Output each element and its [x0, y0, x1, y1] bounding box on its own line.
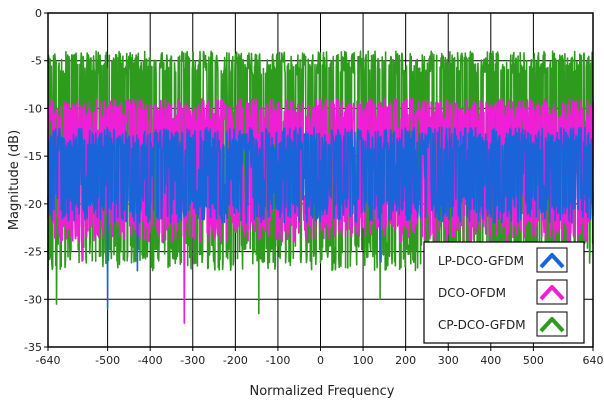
x-tick-label: -100	[265, 354, 290, 367]
legend-label: LP-DCO-GFDM	[438, 254, 524, 268]
x-tick-label: -200	[223, 354, 248, 367]
y-tick-label: -30	[24, 293, 42, 306]
legend-label: CP-DCO-GFDM	[438, 318, 526, 332]
y-tick-label: -10	[24, 102, 42, 115]
y-axis-title: Magnitude (dB)	[7, 130, 22, 230]
series-layer	[47, 50, 594, 324]
x-tick-label: 200	[395, 354, 416, 367]
x-axis: -640 -500 -400 -300 -200 -100 0 100 200 300 400 500…	[36, 347, 604, 367]
y-tick-label: -20	[24, 198, 42, 211]
x-tick-label: 0	[317, 354, 324, 367]
x-tick-label: -500	[95, 354, 120, 367]
x-tick-label: 500	[523, 354, 544, 367]
x-tick-label: -300	[180, 354, 205, 367]
x-tick-label: 400	[480, 354, 501, 367]
y-tick-label: -25	[24, 246, 42, 259]
y-tick-label: -15	[24, 150, 42, 163]
series-line-lp-dco-gfdm	[47, 126, 594, 310]
x-tick-label: 640	[583, 354, 604, 367]
y-tick-label: -5	[31, 55, 42, 68]
legend-swatch	[539, 317, 565, 333]
legend-label: DCO-OFDM	[438, 286, 506, 300]
y-tick-label: -35	[24, 341, 42, 354]
x-tick-label: -400	[138, 354, 163, 367]
x-tick-label: 100	[353, 354, 374, 367]
x-tick-label: -640	[36, 354, 61, 367]
legend-swatch-box	[536, 247, 568, 273]
legend-swatch	[539, 253, 565, 269]
legend-swatch	[539, 285, 565, 301]
y-axis: 0 -5 -10 -15 -20 -25 -30 -35	[24, 7, 48, 354]
legend: LP-DCO-GFDM DCO-OFDM CP-DCO-GFDM	[423, 241, 585, 344]
y-tick-label: 0	[35, 7, 42, 20]
x-tick-label: 300	[438, 354, 459, 367]
legend-swatch-box	[536, 279, 568, 305]
legend-swatch-box	[536, 311, 568, 337]
x-axis-title: Normalized Frequency	[249, 384, 394, 399]
